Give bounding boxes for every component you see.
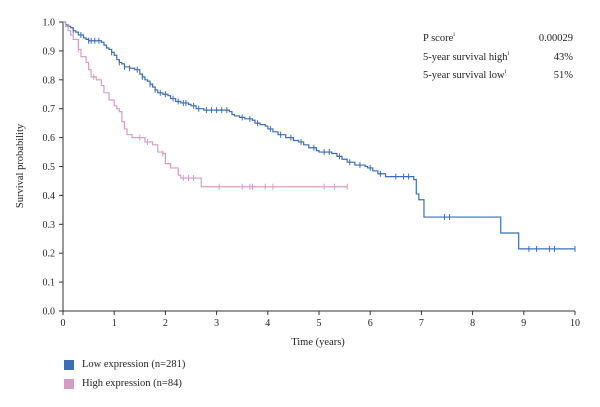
axes: 0 1 2 3 4 5 6 7 8 9 10 0.0 0.1 0.2 0.3 0.4 0.5 0.6 0.7 0.8 0… <box>43 18 581 330</box>
series-high-expression <box>63 21 348 190</box>
y-tick-label: 0.1 <box>43 278 56 289</box>
x-axis-title: Time (years) <box>291 337 345 348</box>
x-tick-label: 2 <box>163 318 168 329</box>
stats-label: P scorei <box>423 32 455 44</box>
survival-curve <box>63 21 575 250</box>
x-tick-label: 7 <box>419 318 424 329</box>
legend: Low expression (n=281) High expression (… <box>64 355 185 393</box>
x-tick-label: 3 <box>214 318 219 329</box>
y-tick-label: 0.4 <box>43 191 56 202</box>
stats-value: 0.00029 <box>539 33 573 44</box>
y-tick-label: 0.0 <box>43 307 56 318</box>
stats-label: 5-year survival highi <box>423 51 510 63</box>
y-tick-label: 0.6 <box>43 133 56 144</box>
survival-curve <box>63 21 348 188</box>
legend-swatch-low <box>64 359 74 370</box>
series-layer <box>63 21 576 252</box>
y-tick-label: 0.3 <box>43 220 56 231</box>
x-tick-label: 8 <box>470 318 475 329</box>
legend-item-high: High expression (n=84) <box>64 374 185 393</box>
stats-label: 5-year survival lowi <box>423 69 507 81</box>
x-tick-label: 9 <box>521 318 526 329</box>
x-tick-label: 5 <box>317 318 322 329</box>
legend-swatch-high <box>64 378 74 389</box>
y-axis-title: Survival probability <box>15 123 26 208</box>
y-tick-label: 0.9 <box>43 46 56 57</box>
y-tick-label: 0.7 <box>43 104 56 115</box>
y-tick-label: 0.2 <box>43 249 56 260</box>
x-tick-label: 10 <box>570 318 580 329</box>
legend-label-high: High expression (n=84) <box>82 378 182 389</box>
x-tick-label: 4 <box>265 318 270 329</box>
y-tick-label: 1.0 <box>43 18 56 29</box>
legend-item-low: Low expression (n=281) <box>64 355 185 374</box>
stats-value: 51% <box>554 70 574 81</box>
legend-label-low: Low expression (n=281) <box>82 359 186 370</box>
y-tick-label: 0.8 <box>43 75 56 86</box>
y-tick-label: 0.5 <box>43 162 56 173</box>
stats-value: 43% <box>554 52 574 63</box>
x-tick-label: 0 <box>61 318 66 329</box>
stats-block: P scorei 0.00029 5-year survival highi 43% 5… <box>423 32 573 81</box>
x-tick-label: 6 <box>368 318 373 329</box>
x-tick-label: 1 <box>112 318 117 329</box>
series-low-expression <box>63 21 576 252</box>
